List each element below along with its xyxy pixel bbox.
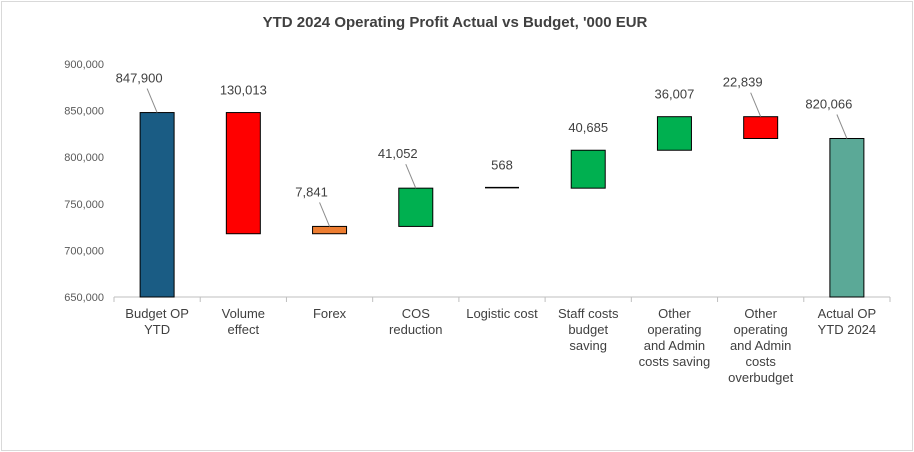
- leader-line: [750, 92, 762, 117]
- data-label: 22,839: [723, 75, 763, 90]
- waterfall-bar-5: [570, 149, 606, 189]
- data-label: 568: [491, 158, 513, 173]
- waterfall-bar-1: [225, 112, 261, 235]
- y-tick-label: 800,000: [64, 152, 104, 164]
- leader-line: [405, 163, 417, 189]
- x-category-label: Other operating and Admin costs overbudget: [728, 306, 793, 385]
- waterfall-bar-8: [829, 137, 865, 298]
- y-tick-label: 750,000: [64, 199, 104, 211]
- waterfall-bar-2: [312, 225, 348, 235]
- data-label: 130,013: [220, 83, 267, 98]
- waterfall-bar-7: [743, 116, 779, 139]
- chart-title: YTD 2024 Operating Profit Actual vs Budg…: [263, 14, 648, 31]
- x-category-label: Forex: [313, 306, 347, 321]
- data-label: 847,900: [116, 71, 163, 86]
- y-tick-label: 650,000: [64, 292, 104, 304]
- y-tick-label: 700,000: [64, 245, 104, 257]
- x-category-label: Budget OP YTD: [125, 306, 189, 337]
- data-label: 40,685: [568, 120, 608, 135]
- x-category-label: Staff costs budget saving: [558, 306, 619, 353]
- data-label: 820,066: [805, 96, 852, 111]
- leader-line: [836, 114, 848, 139]
- x-category-label: COS reduction: [389, 306, 442, 337]
- waterfall-bar-0: [139, 112, 175, 298]
- x-category-label: Actual OP YTD 2024: [818, 306, 877, 337]
- data-label: 7,841: [295, 184, 328, 199]
- leader-line: [146, 88, 158, 113]
- y-tick-label: 900,000: [64, 59, 104, 71]
- x-axis: Budget OP YTD Volume effect Forex COS reductio…: [113, 296, 891, 385]
- y-tick-label: 850,000: [64, 106, 104, 118]
- waterfall-bar-3: [398, 187, 434, 227]
- leader-lines-group: [146, 88, 848, 227]
- data-labels-group: 847,900 130,013 7,841 41,052 568 40,685 36,007…: [116, 71, 853, 200]
- x-category-label: Other operating and Admin costs saving: [639, 306, 711, 369]
- bars-group: [139, 112, 865, 298]
- x-category-label: Logistic cost: [466, 306, 538, 321]
- data-label: 41,052: [378, 146, 418, 161]
- x-category-label: Volume effect: [222, 306, 265, 337]
- waterfall-bar-6: [656, 116, 692, 151]
- leader-line: [319, 202, 331, 227]
- data-label: 36,007: [655, 87, 695, 102]
- y-axis: 650,000 700,000 750,000 800,000 850,000 900,0…: [64, 59, 104, 304]
